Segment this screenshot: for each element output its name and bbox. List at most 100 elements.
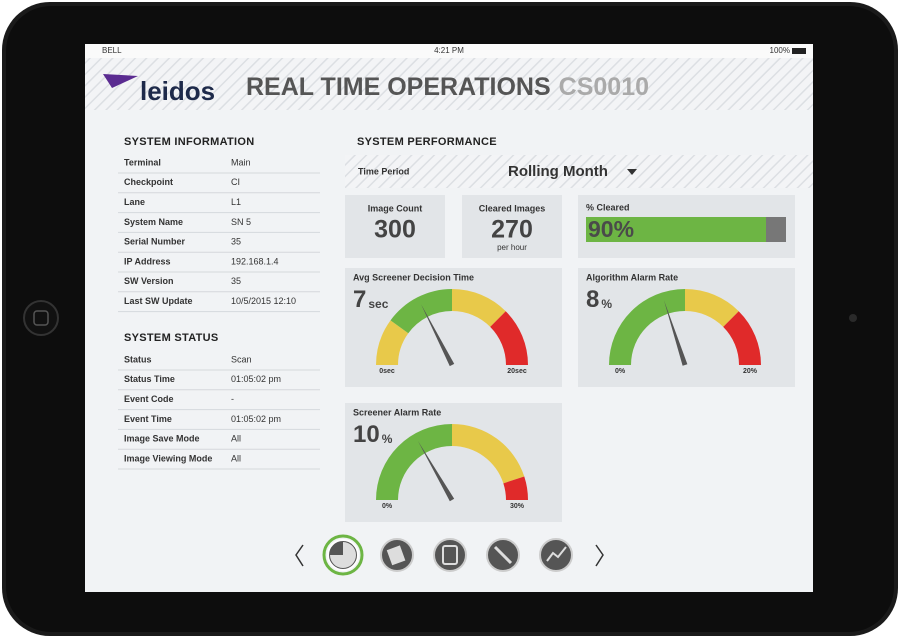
row-label: Last SW Update [124,296,193,306]
row-value: - [231,394,234,404]
gauge-zone [490,311,528,365]
gauge-range-label: 20% [743,368,758,375]
gauge-zone [685,289,739,327]
progress-label: 90% [588,216,634,242]
prev-arrow[interactable] [295,544,304,567]
gauge-range-label: 0sec [379,368,395,375]
row-value: CI [231,177,240,187]
nav-baggage[interactable] [433,538,467,572]
home-icon [33,310,49,326]
kpi-unit: per hour [497,243,527,252]
gauge-unit: sec [368,297,388,311]
row-value: 35 [231,237,241,247]
gauge-range-label: 30% [510,503,525,510]
row-value: Main [231,157,251,167]
battery-level: 100% [770,46,790,55]
nav-icon [330,542,356,568]
row-label: SW Version [124,276,174,286]
kpi-tile [345,195,445,258]
gauge-value: 10 [353,421,380,448]
gauge-readout: 8% [586,286,612,313]
row-label: Event Code [124,394,174,404]
gauge-unit: % [382,432,393,446]
camera [849,314,857,322]
nav-selected-ring [322,534,364,576]
gauge-zone [376,320,409,365]
gauge-zone [376,424,452,500]
terminal-code: CS0010 [559,73,649,101]
time-period-label: Time Period [358,166,409,176]
kpi-label: Image Count [368,203,423,213]
row-value: All [231,453,241,463]
row-value: SN 5 [231,217,251,227]
row-value: 192.168.1.4 [231,256,279,266]
section-title: SYSTEM STATUS [124,332,219,344]
row-label: IP Address [124,256,171,266]
kpi-value: 270 [491,216,533,244]
gauge-readout: 10% [353,421,393,448]
dropdown-arrow[interactable] [627,169,637,175]
gauge-range-label: 20sec [507,368,527,375]
row-label: Image Viewing Mode [124,453,212,463]
logo-mark [103,74,138,88]
nav-icon [442,545,458,565]
gauge-value: 8 [586,286,599,313]
row-label: Event Time [124,414,172,424]
header [85,58,813,110]
row-label: Lane [124,197,145,207]
gauge-zone [723,311,761,365]
nav-icon [386,545,406,566]
home-button[interactable] [23,300,59,336]
gauge-title: Algorithm Alarm Rate [586,272,678,282]
kpi-label: Cleared Images [479,203,546,213]
kpi-tile [462,195,562,258]
battery-icon [792,48,806,54]
row-value: L1 [231,197,241,207]
gauge-title: Avg Screener Decision Time [353,272,474,282]
title-text: REAL TIME OPERATIONS [246,73,551,101]
time-period-select[interactable]: Rolling Month [508,163,608,180]
nav-icon [493,545,513,565]
gauge-needle [421,304,455,367]
gauge-zone [390,289,452,334]
progress-fill [586,217,766,242]
row-label: Status [124,354,152,364]
row-value: All [231,434,241,444]
carrier: BELL [102,46,122,55]
page-title: REAL TIME OPERATIONS CS0010 [246,73,649,101]
gauge-range-label: 0% [382,503,393,510]
clock: 4:21 PM [434,46,464,55]
section-title: SYSTEM PERFORMANCE [357,136,497,148]
next-arrow[interactable] [595,544,604,567]
gauge-panel [345,268,562,387]
gauge-title: Screener Alarm Rate [353,407,441,417]
gauge-needle [663,300,688,366]
kpi-label: % Cleared [586,202,630,212]
row-label: Serial Number [124,237,186,247]
row-value: Scan [231,354,252,364]
gauge-panel [345,403,562,522]
row-label: Terminal [124,157,161,167]
time-period-bar [345,155,813,188]
gauge-zone [452,289,506,327]
gauge-range-label: 0% [615,368,626,375]
row-value: 01:05:02 pm [231,374,281,384]
row-label: Checkpoint [124,177,173,187]
row-label: Status Time [124,374,175,384]
gauge-readout: 7 sec [353,286,389,313]
gauge-needle [418,441,455,502]
section-title: SYSTEM INFORMATION [124,136,254,148]
gauge-zone [503,476,528,500]
gauge-value: 7 [353,286,366,313]
status-bar [85,44,813,58]
row-value: 01:05:02 pm [231,414,281,424]
row-label: System Name [124,217,183,227]
row-label: Image Save Mode [124,434,200,444]
gauge-unit: % [601,297,612,311]
logo: leidos [140,76,215,106]
row-value: 35 [231,276,241,286]
gauge-zone [452,424,525,484]
gauge-zone [609,289,685,365]
kpi-value: 300 [374,216,416,244]
